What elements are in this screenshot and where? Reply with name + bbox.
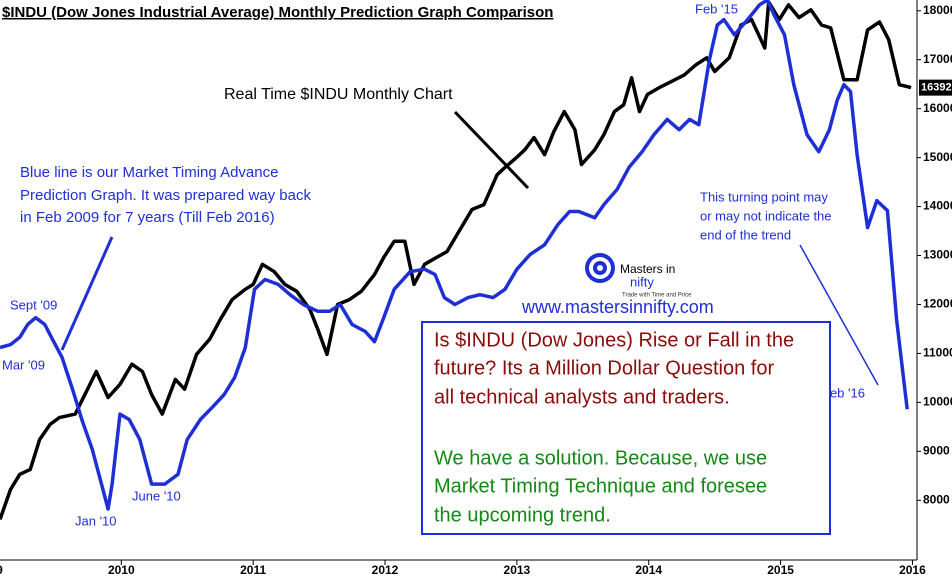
logo-text: Trade with Time and Price [622, 293, 692, 299]
x-tick-label: 2014 [635, 563, 662, 577]
message-box [421, 321, 831, 535]
lines [0, 0, 912, 520]
x-tick-label: 2010 [108, 563, 135, 577]
annotation: or may not indicate the [700, 208, 832, 223]
y-tick-label: 8000 [923, 492, 950, 506]
annotation: end of the trend [700, 227, 791, 242]
y-tick-label: 14000 [923, 199, 952, 213]
logo-text: nifty [630, 274, 654, 289]
question-line: future? Its a Million Dollar Question fo… [434, 357, 774, 379]
solution-line: Market Timing Technique and foresee [434, 475, 767, 497]
annotation: Feb '15 [695, 1, 738, 16]
y-tick-label: 18000 [923, 3, 952, 17]
arrow [60, 236, 114, 351]
annotation: June '10 [132, 488, 181, 503]
y-tick-label: 11000 [923, 346, 952, 360]
website: www.mastersinnifty.com [521, 297, 714, 317]
y-tick-label: 12000 [923, 297, 952, 311]
x-tick-label: 2013 [504, 563, 531, 577]
x-tick-label: 2009 [0, 563, 3, 577]
solution-line: We have a solution. Because, we use [434, 447, 767, 469]
x-tick-label: 2015 [767, 563, 794, 577]
x-tick-label: 2012 [372, 563, 399, 577]
last-value-label: 16392 [921, 82, 952, 94]
question-line: Is $INDU (Dow Jones) Rise or Fall in the [434, 329, 794, 351]
arrow [799, 244, 879, 386]
annotation: Jan '10 [75, 513, 117, 528]
chart-title: $INDU (Dow Jones Industrial Average) Mon… [2, 4, 553, 21]
logo-ring [597, 265, 603, 271]
logo: Masters in nifty Trade with Time and Pri… [585, 253, 692, 299]
annotation: Blue line is our Market Timing Advance [20, 164, 278, 181]
arrow [453, 110, 530, 190]
logo-text: Masters in [620, 262, 675, 276]
question-line: all technical analysts and traders. [434, 386, 730, 408]
annotation: Sept '09 [10, 297, 57, 312]
x-tick-label: 2016 [899, 563, 926, 577]
y-tick-label: 16000 [923, 101, 952, 115]
annotation: This turning point may [700, 189, 828, 204]
series-line [0, 0, 909, 511]
annotation: Real Time $INDU Monthly Chart [224, 86, 453, 103]
annotation: in Feb 2009 for 7 years (Till Feb 2016) [20, 209, 275, 226]
annotation: Mar '09 [2, 357, 45, 372]
x-tick-label: 2011 [240, 563, 266, 577]
annotation: Prediction Graph. It was prepared way ba… [20, 187, 311, 204]
y-tick-label: 17000 [923, 52, 952, 66]
y-tick-label: 9000 [923, 444, 950, 458]
y-tick-label: 10000 [923, 395, 952, 409]
annotation: Feb '16 [822, 385, 865, 400]
last-value-box [919, 79, 952, 96]
y-tick-label: 13000 [923, 248, 952, 262]
y-tick-label: 15000 [923, 150, 952, 164]
solution-line: the upcoming trend. [434, 504, 611, 526]
series-line [0, 0, 912, 520]
